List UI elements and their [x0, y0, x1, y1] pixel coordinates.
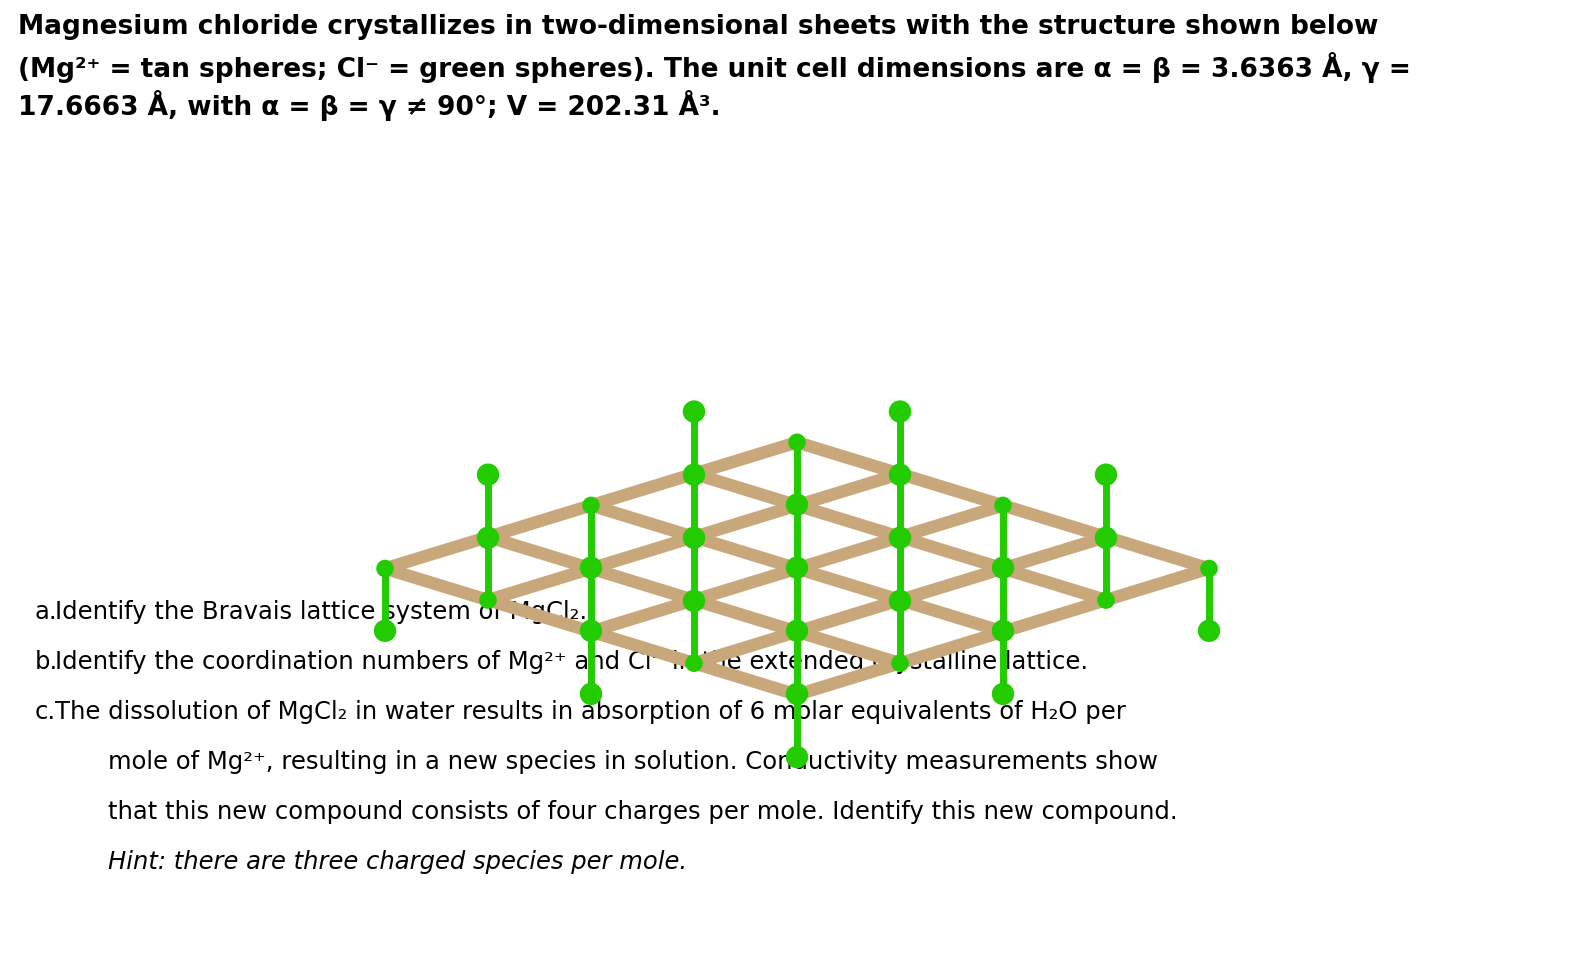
Point	[784, 498, 810, 513]
Point	[681, 404, 706, 420]
Point	[475, 592, 501, 608]
Point	[784, 687, 810, 703]
Text: a.: a.	[35, 600, 57, 624]
Point	[579, 624, 604, 639]
Point	[888, 593, 913, 609]
Point	[888, 466, 913, 481]
Point	[784, 686, 810, 702]
Text: b.: b.	[35, 650, 59, 674]
Point	[1093, 592, 1119, 608]
Point	[888, 404, 913, 420]
Point	[1093, 529, 1119, 545]
Point	[681, 656, 706, 671]
Text: c.: c.	[35, 700, 56, 724]
Point	[475, 529, 501, 545]
Point	[888, 592, 913, 608]
Text: 17.6663 Å, with α = β = γ ≠ 90°; V = 202.31 Å³.: 17.6663 Å, with α = β = γ ≠ 90°; V = 202…	[18, 90, 720, 121]
Point	[579, 498, 604, 513]
Point	[784, 560, 810, 576]
Point	[1196, 623, 1221, 638]
Point	[784, 560, 810, 576]
Point	[681, 593, 706, 609]
Point	[888, 530, 913, 546]
Point	[784, 623, 810, 638]
Point	[1093, 530, 1119, 546]
Text: Identify the coordination numbers of Mg²⁺ and Cl⁻ in the extended crystalline la: Identify the coordination numbers of Mg²…	[56, 650, 1089, 674]
Point	[784, 624, 810, 639]
Point	[681, 592, 706, 608]
Point	[888, 467, 913, 482]
Point	[373, 560, 398, 576]
Text: (Mg²⁺ = tan spheres; Cl⁻ = green spheres). The unit cell dimensions are α = β = : (Mg²⁺ = tan spheres; Cl⁻ = green spheres…	[18, 52, 1411, 83]
Point	[579, 560, 604, 576]
Point	[990, 623, 1015, 638]
Point	[1093, 467, 1119, 482]
Point	[784, 434, 810, 450]
Point	[990, 560, 1015, 576]
Point	[888, 656, 913, 671]
Point	[373, 623, 398, 638]
Point	[784, 750, 810, 765]
Text: mole of Mg²⁺, resulting in a new species in solution. Conductivity measurements : mole of Mg²⁺, resulting in a new species…	[108, 750, 1157, 774]
Text: Hint: there are three charged species per mole.: Hint: there are three charged species pe…	[108, 850, 687, 874]
Point	[579, 623, 604, 638]
Point	[475, 530, 501, 546]
Text: Identify the Bravais lattice system of MgCl₂.: Identify the Bravais lattice system of M…	[56, 600, 587, 624]
Point	[475, 467, 501, 482]
Point	[888, 529, 913, 545]
Point	[990, 624, 1015, 639]
Point	[579, 686, 604, 702]
Text: The dissolution of MgCl₂ in water results in absorption of 6 molar equivalents o: The dissolution of MgCl₂ in water result…	[56, 700, 1125, 724]
Text: that this new compound consists of four charges per mole. Identify this new comp: that this new compound consists of four …	[108, 800, 1178, 824]
Point	[990, 686, 1015, 702]
Point	[784, 497, 810, 512]
Text: Magnesium chloride crystallizes in two-dimensional sheets with the structure sho: Magnesium chloride crystallizes in two-d…	[18, 14, 1379, 40]
Point	[990, 498, 1015, 513]
Point	[1196, 560, 1221, 576]
Point	[681, 529, 706, 545]
Point	[681, 466, 706, 481]
Point	[990, 560, 1015, 576]
Point	[681, 467, 706, 482]
Point	[681, 530, 706, 546]
Point	[579, 560, 604, 576]
